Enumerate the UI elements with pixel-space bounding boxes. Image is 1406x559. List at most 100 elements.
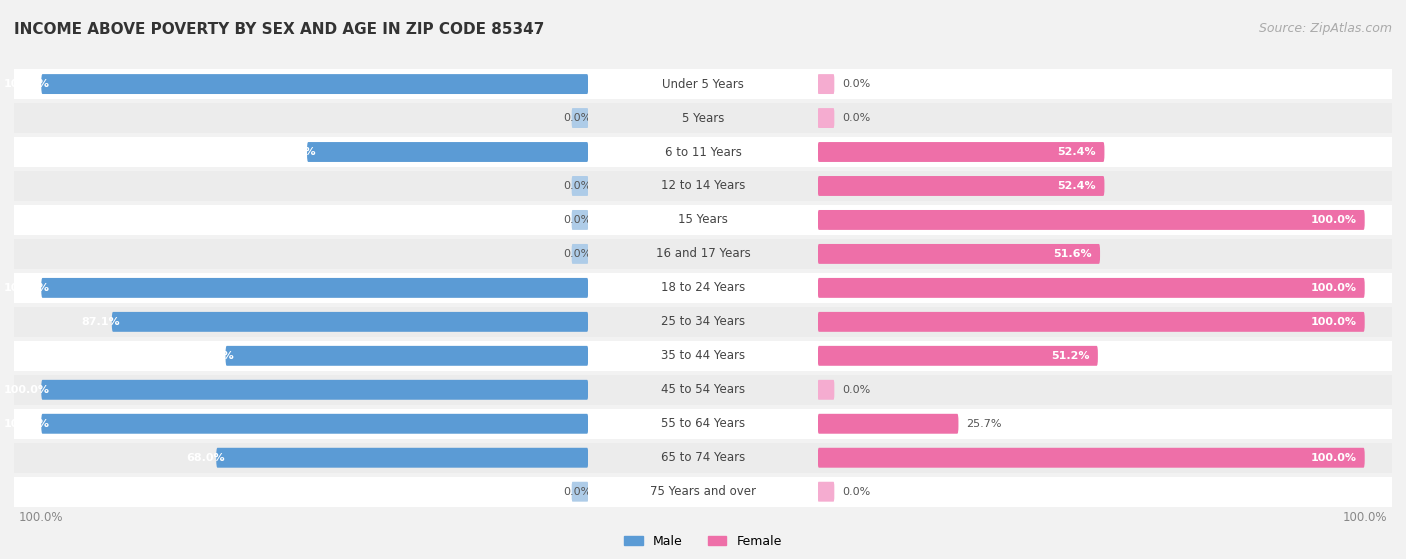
Text: 25.7%: 25.7% (966, 419, 1002, 429)
Text: 25 to 34 Years: 25 to 34 Years (661, 315, 745, 328)
Text: 51.4%: 51.4% (277, 147, 315, 157)
Text: 100.0%: 100.0% (4, 79, 49, 89)
Text: 6 to 11 Years: 6 to 11 Years (665, 145, 741, 159)
Bar (0, 375, 1406, 405)
Text: 12 to 14 Years: 12 to 14 Years (661, 179, 745, 192)
FancyBboxPatch shape (112, 312, 588, 332)
FancyBboxPatch shape (41, 380, 588, 400)
FancyBboxPatch shape (818, 380, 834, 400)
Bar (0, 273, 1406, 303)
Bar (0, 409, 1406, 439)
Text: 0.0%: 0.0% (842, 79, 870, 89)
Text: 18 to 24 Years: 18 to 24 Years (661, 281, 745, 295)
Bar (0, 477, 1406, 506)
FancyBboxPatch shape (572, 108, 588, 128)
Text: 45 to 54 Years: 45 to 54 Years (661, 383, 745, 396)
Text: 75 Years and over: 75 Years and over (650, 485, 756, 498)
Text: 0.0%: 0.0% (842, 487, 870, 497)
Legend: Male, Female: Male, Female (619, 530, 787, 553)
Text: Under 5 Years: Under 5 Years (662, 78, 744, 91)
Bar (0, 137, 1406, 167)
Bar (0, 103, 1406, 133)
FancyBboxPatch shape (818, 482, 834, 501)
FancyBboxPatch shape (572, 210, 588, 230)
Bar (0, 273, 1406, 303)
FancyBboxPatch shape (818, 176, 1105, 196)
Bar (0, 239, 1406, 269)
FancyBboxPatch shape (818, 278, 1365, 298)
Bar (0, 137, 1406, 167)
Bar (0, 375, 1406, 405)
Text: 35 to 44 Years: 35 to 44 Years (661, 349, 745, 362)
FancyBboxPatch shape (41, 414, 588, 434)
Bar (0, 205, 1406, 235)
Bar (0, 477, 1406, 506)
FancyBboxPatch shape (818, 448, 1365, 468)
Text: 0.0%: 0.0% (842, 385, 870, 395)
FancyBboxPatch shape (818, 74, 834, 94)
Bar (0, 239, 1406, 269)
FancyBboxPatch shape (818, 346, 1098, 366)
Bar (0, 409, 1406, 439)
FancyBboxPatch shape (572, 244, 588, 264)
Bar (0, 341, 1406, 371)
Text: 100.0%: 100.0% (4, 283, 49, 293)
Bar (0, 443, 1406, 473)
Text: 100.0%: 100.0% (4, 419, 49, 429)
Text: 0.0%: 0.0% (564, 487, 592, 497)
Bar (0, 205, 1406, 235)
Bar (0, 341, 1406, 371)
FancyBboxPatch shape (41, 278, 588, 298)
Text: 100.0%: 100.0% (1310, 283, 1357, 293)
Bar (0, 341, 1406, 371)
Text: 65 to 74 Years: 65 to 74 Years (661, 451, 745, 464)
Bar (0, 171, 1406, 201)
Bar (0, 443, 1406, 473)
FancyBboxPatch shape (818, 414, 959, 434)
Bar (0, 205, 1406, 235)
Text: 0.0%: 0.0% (564, 249, 592, 259)
Bar (0, 137, 1406, 167)
FancyBboxPatch shape (818, 210, 1365, 230)
Text: 52.4%: 52.4% (1057, 181, 1097, 191)
Text: 0.0%: 0.0% (564, 181, 592, 191)
Text: 100.0%: 100.0% (1310, 453, 1357, 463)
Text: 100.0%: 100.0% (1310, 317, 1357, 327)
FancyBboxPatch shape (217, 448, 588, 468)
Text: 15 Years: 15 Years (678, 214, 728, 226)
Bar (0, 69, 1406, 99)
Bar (0, 477, 1406, 506)
Text: 55 to 64 Years: 55 to 64 Years (661, 417, 745, 430)
Bar (0, 171, 1406, 201)
Bar (0, 375, 1406, 405)
Bar (0, 409, 1406, 439)
Bar (0, 443, 1406, 473)
Text: 52.4%: 52.4% (1057, 147, 1097, 157)
FancyBboxPatch shape (307, 142, 588, 162)
Text: 66.3%: 66.3% (195, 351, 233, 361)
Text: 51.2%: 51.2% (1052, 351, 1090, 361)
Bar (0, 307, 1406, 337)
Bar (0, 239, 1406, 269)
Text: Source: ZipAtlas.com: Source: ZipAtlas.com (1258, 22, 1392, 35)
Text: 68.0%: 68.0% (186, 453, 225, 463)
Text: INCOME ABOVE POVERTY BY SEX AND AGE IN ZIP CODE 85347: INCOME ABOVE POVERTY BY SEX AND AGE IN Z… (14, 22, 544, 37)
Text: 16 and 17 Years: 16 and 17 Years (655, 248, 751, 260)
Text: 51.6%: 51.6% (1053, 249, 1092, 259)
FancyBboxPatch shape (818, 312, 1365, 332)
FancyBboxPatch shape (818, 244, 1099, 264)
FancyBboxPatch shape (818, 142, 1105, 162)
Bar (0, 307, 1406, 337)
FancyBboxPatch shape (225, 346, 588, 366)
Bar (0, 171, 1406, 201)
Text: 87.1%: 87.1% (82, 317, 120, 327)
Bar (0, 103, 1406, 133)
Text: 100.0%: 100.0% (1310, 215, 1357, 225)
Text: 0.0%: 0.0% (564, 215, 592, 225)
Bar (0, 69, 1406, 99)
Text: 0.0%: 0.0% (564, 113, 592, 123)
FancyBboxPatch shape (818, 108, 834, 128)
Bar (0, 307, 1406, 337)
FancyBboxPatch shape (572, 176, 588, 196)
Text: 0.0%: 0.0% (842, 113, 870, 123)
